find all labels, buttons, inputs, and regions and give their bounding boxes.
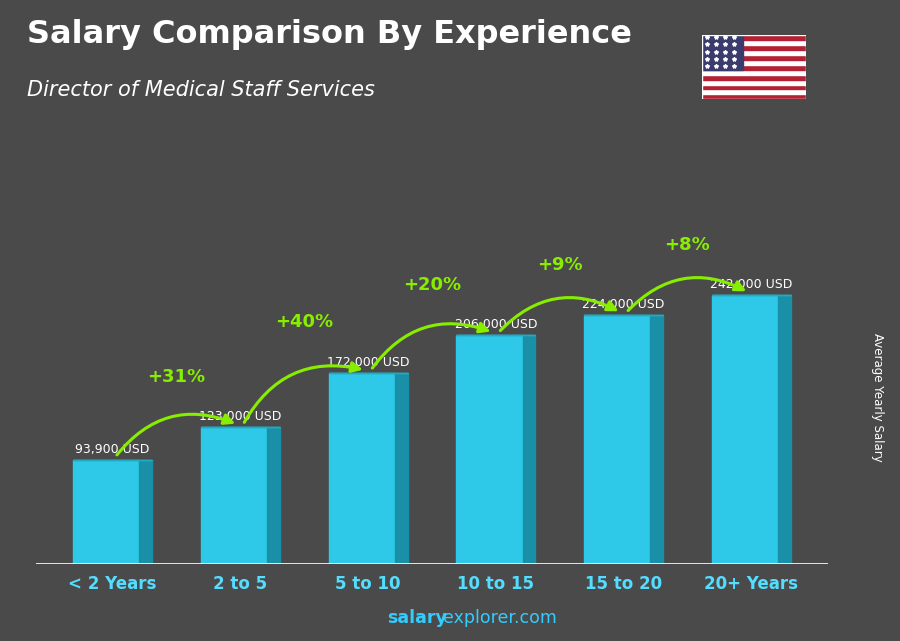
Bar [73, 460, 140, 564]
Bar [702, 50, 806, 55]
Bar [712, 296, 778, 564]
Text: Director of Medical Staff Services: Director of Medical Staff Services [27, 80, 375, 100]
Bar [201, 428, 267, 564]
Bar [702, 35, 743, 70]
Bar [702, 70, 806, 75]
Bar [456, 335, 523, 564]
Text: +40%: +40% [275, 313, 333, 331]
Text: explorer.com: explorer.com [443, 609, 557, 627]
Bar [702, 65, 806, 70]
Polygon shape [140, 460, 152, 564]
Text: 242,000 USD: 242,000 USD [710, 278, 793, 291]
Bar [702, 60, 806, 65]
Bar [702, 35, 806, 40]
Text: +8%: +8% [664, 235, 710, 254]
Bar [702, 90, 806, 94]
Bar [702, 94, 806, 99]
Text: 123,000 USD: 123,000 USD [199, 410, 282, 424]
Bar [702, 79, 806, 85]
Text: salary: salary [387, 609, 447, 627]
Bar [702, 45, 806, 50]
Bar [702, 40, 806, 45]
Text: Average Yearly Salary: Average Yearly Salary [871, 333, 884, 462]
Text: Salary Comparison By Experience: Salary Comparison By Experience [27, 19, 632, 50]
Text: +20%: +20% [403, 276, 461, 294]
Bar [702, 55, 806, 60]
Bar [702, 85, 806, 90]
Text: +9%: +9% [537, 256, 582, 274]
Bar [328, 373, 395, 564]
Polygon shape [395, 373, 408, 564]
Text: 172,000 USD: 172,000 USD [327, 356, 410, 369]
Text: 224,000 USD: 224,000 USD [582, 298, 665, 311]
Text: 206,000 USD: 206,000 USD [454, 318, 537, 331]
Text: 93,900 USD: 93,900 USD [76, 443, 149, 456]
Polygon shape [778, 296, 791, 564]
Bar [584, 315, 651, 564]
Bar [702, 75, 806, 79]
Text: +31%: +31% [148, 368, 205, 386]
Polygon shape [267, 428, 280, 564]
Polygon shape [523, 335, 536, 564]
Polygon shape [651, 315, 663, 564]
